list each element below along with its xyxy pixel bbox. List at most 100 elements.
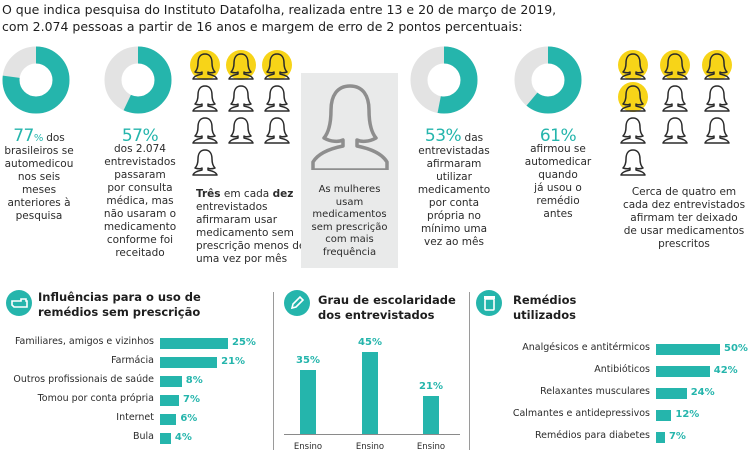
stat-77-line: brasileiros se [4, 145, 74, 157]
section-title-line: dos entrevistados [318, 308, 435, 322]
person-icon [228, 85, 254, 112]
section-divider [469, 292, 470, 450]
person-icon [264, 85, 290, 112]
bar [160, 414, 177, 425]
stat-53-pct: 53% [424, 126, 462, 146]
bar [656, 366, 710, 377]
bar-value-label: 21% [419, 380, 443, 392]
donut-arc-77 [2, 46, 70, 114]
people-right-caption-line: Cerca de quatro em [631, 186, 737, 198]
bar [423, 395, 439, 434]
people-left-caption-line1: Três em cada dez [196, 188, 308, 201]
stat-77-line: nos seis [17, 171, 61, 183]
person-icon-highlighted [262, 50, 292, 80]
donut-arc-61 [514, 46, 582, 114]
people-left-caption-line: prescrição menos de [196, 240, 306, 252]
center-line: frequência [322, 246, 377, 258]
section-title-escolaridade: Grau de escolaridade dos entrevistados [318, 293, 468, 323]
caption-bold-tres: Três [196, 188, 221, 200]
stat-61-line: quando [538, 169, 578, 181]
person-icon [264, 117, 290, 144]
people-left-caption-line: uma vez por mês [196, 253, 288, 265]
bar-category-label: Antibióticos [594, 364, 650, 375]
bar-category-label: Bula [133, 431, 154, 442]
people-left-caption-line: medicamento sem [196, 227, 294, 239]
person-icon [192, 85, 218, 112]
bar [160, 338, 228, 349]
donut-chart-53 [410, 46, 478, 114]
bar-value-label: 4% [174, 432, 192, 443]
stat-57-line: medicamento [103, 221, 177, 233]
section-title-line: Remédios [513, 293, 577, 307]
bar-category-label: Remédios para diabetes [534, 430, 650, 441]
medicine-bottle-icon [476, 290, 502, 316]
person-icon [192, 149, 218, 176]
stat-57-pct: 57% [121, 126, 159, 146]
bar-category-label: Tomou por conta própria [37, 393, 154, 404]
stat-57-line: dos 2.074 [114, 143, 166, 155]
people-right-caption-line: prescritos [658, 238, 710, 250]
stat-61-line: automedicar [524, 156, 592, 168]
section-divider [273, 292, 274, 450]
stat-53-line: própria no [427, 210, 481, 222]
person-icon-highlighted [190, 50, 220, 80]
stat-61-line: afirmou se [530, 143, 586, 155]
center-line: usam [335, 196, 364, 208]
bar [160, 357, 218, 368]
bar-category-label: Familiares, amigos e vizinhos [14, 336, 154, 347]
bar-value-label: 25% [232, 337, 256, 348]
stat-53: 53% das entrevistadas afirmaram utilizar… [408, 128, 500, 249]
stat-57-line: passaram [114, 169, 166, 181]
person-icon [620, 149, 646, 176]
stat-57-line: não usaram o [103, 208, 177, 220]
people-left-caption: Três em cada dez entrevistados afirmaram… [196, 188, 308, 266]
stat-77-line: pesquisa [15, 210, 63, 222]
bar [362, 352, 378, 434]
people-left-caption-line: entrevistados [196, 201, 268, 213]
section-title-line: utilizados [513, 308, 576, 322]
chart-remedios: Analgésicos e antitérmicos 50% Antibiótico… [470, 340, 750, 450]
people-grid-left [190, 50, 292, 176]
stat-53-line: utilizar [436, 171, 472, 183]
stat-61-line: remédio [536, 195, 580, 207]
stat-53-headline: 53% das [408, 128, 500, 145]
person-icon-highlighted [618, 82, 648, 112]
caption-bold-dez: dez [272, 188, 294, 200]
donut-chart-77 [2, 46, 70, 114]
stat-53-line: mínimo uma [420, 223, 488, 235]
stat-61-pct: 61% [539, 126, 577, 146]
intro-text: O que indica pesquisa do Instituto Dataf… [2, 1, 556, 35]
person-icon-highlighted [702, 50, 732, 80]
bar [656, 432, 665, 443]
bar-category-label: Calmantes e antidepressivos [512, 408, 650, 419]
stat-77-inline: dos [42, 132, 65, 144]
x-axis-line [284, 434, 460, 435]
stat-53-inline: das [461, 132, 484, 144]
bar-value-label: 7% [668, 431, 686, 442]
person-icon [662, 85, 688, 112]
bar-value-label: 7% [183, 394, 201, 405]
bar-category-label: Farmácia [111, 355, 154, 366]
bar-value-label: 45% [358, 337, 382, 348]
bar-value-label: 6% [180, 413, 198, 424]
people-right-caption-line: de usar medicamentos [623, 225, 745, 237]
donut-chart-61 [514, 46, 582, 114]
stat-57: 57% dos 2.074 entrevistados passaram por… [98, 126, 182, 260]
section-title-line: Influências para o uso de [38, 290, 201, 304]
bar-category-label: Ensino [293, 442, 323, 450]
center-line: com mais [325, 234, 374, 245]
people-right-caption-line: cada dez entrevistados [622, 199, 746, 211]
bar-category-label: Relaxantes musculares [540, 386, 650, 397]
stat-57-line: conforme foi [106, 234, 174, 246]
center-line: sem prescrição [311, 221, 388, 233]
stat-77-line: anteriores à [7, 197, 71, 209]
donut-arc-53 [410, 46, 478, 114]
person-icon-highlighted [618, 50, 648, 80]
section-title-remedios: Remédios utilizados [513, 293, 633, 323]
center-line: As mulheres [318, 184, 381, 195]
chart-escolaridade: 35% Ensino 45% Ensino 21% Ensino [280, 330, 465, 450]
people-right-caption-line: afirmam ter deixado [630, 212, 738, 224]
center-women-panel [301, 73, 398, 268]
stat-53-line: afirmaram [426, 158, 482, 170]
donut-chart-57 [104, 46, 172, 114]
